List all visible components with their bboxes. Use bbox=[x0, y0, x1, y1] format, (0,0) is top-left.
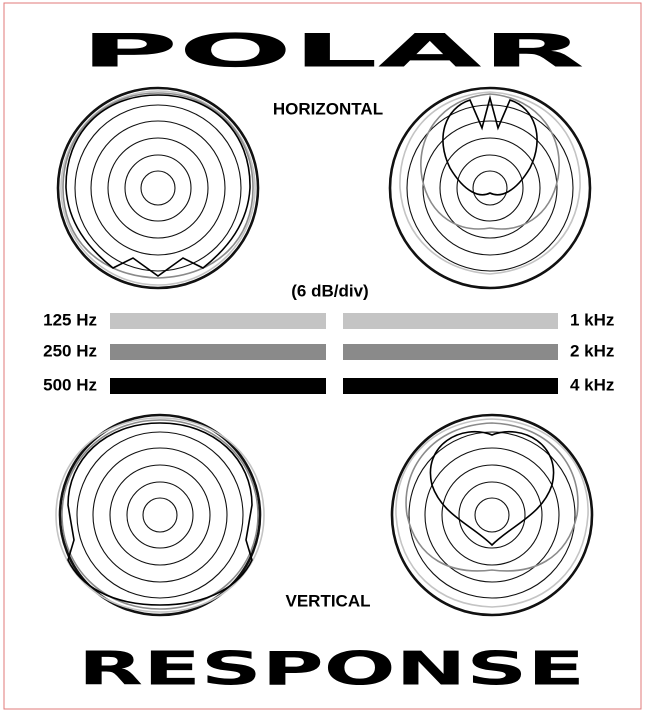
response-curve bbox=[61, 419, 259, 610]
legend-swatch bbox=[110, 344, 326, 360]
legend-swatch bbox=[110, 313, 326, 329]
response-curve bbox=[62, 92, 254, 279]
scale-label: (6 dB/div) bbox=[291, 281, 368, 300]
legend-swatch bbox=[343, 344, 558, 360]
legend-label: 2 kHz bbox=[570, 341, 614, 360]
response-curve bbox=[399, 91, 581, 275]
response-curve bbox=[405, 422, 579, 572]
polar-plot bbox=[35, 395, 286, 636]
title: POLAR bbox=[80, 24, 585, 78]
legend-swatch bbox=[110, 378, 326, 394]
response-curve bbox=[67, 422, 253, 606]
legend-swatch bbox=[343, 313, 558, 329]
legend: 125 Hz 250 Hz 500 Hz 1 kHz 2 kHz 4 kHz bbox=[43, 310, 614, 394]
polar-plot bbox=[365, 68, 616, 309]
response-curve bbox=[395, 418, 589, 608]
response-curve bbox=[420, 93, 560, 230]
legend-label: 250 Hz bbox=[43, 341, 97, 360]
response-curve bbox=[442, 94, 538, 196]
legend-label: 4 kHz bbox=[570, 375, 614, 394]
vertical-label: VERTICAL bbox=[286, 591, 371, 610]
response-curve bbox=[429, 430, 555, 547]
legend-label: 1 kHz bbox=[570, 310, 614, 329]
horizontal-label: HORIZONTAL bbox=[273, 99, 383, 118]
footer-title: RESPONSE bbox=[78, 642, 585, 696]
polar-plot bbox=[33, 68, 284, 309]
legend-label: 500 Hz bbox=[43, 375, 97, 394]
response-curve bbox=[55, 417, 265, 613]
legend-swatch bbox=[343, 378, 558, 394]
border bbox=[3, 2, 642, 710]
legend-label: 125 Hz bbox=[43, 310, 97, 329]
polar-plot bbox=[367, 395, 618, 636]
response-curve bbox=[65, 94, 251, 277]
